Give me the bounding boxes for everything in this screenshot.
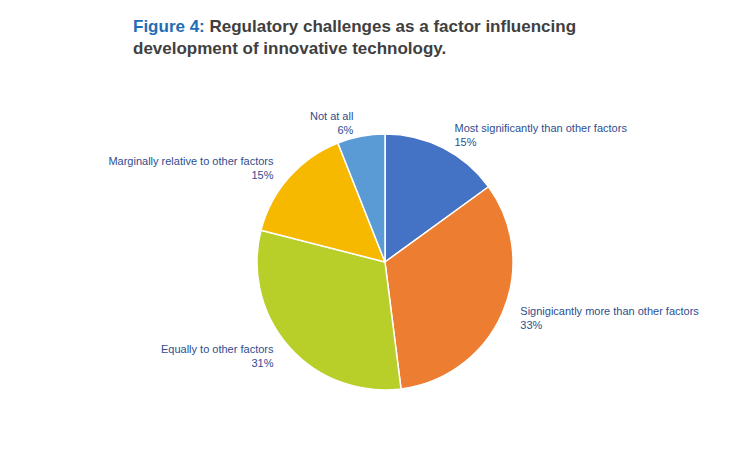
svg-text:Regulatory challenges as a fac: Regulatory challenges as a factor influe… <box>205 17 581 36</box>
svg-text:Figure 4:: Figure 4: <box>133 17 205 36</box>
svg-text:33%: 33% <box>520 319 542 331</box>
svg-text:Marginally relative to other f: Marginally relative to other factors <box>108 155 274 167</box>
svg-text:6%: 6% <box>337 124 353 136</box>
svg-text:Not at all: Not at all <box>310 110 353 122</box>
svg-text:Signigicantly more than other: Signigicantly more than other factors <box>520 305 699 317</box>
svg-text:Equally to other factors: Equally to other factors <box>161 343 274 355</box>
svg-text:31%: 31% <box>251 357 273 369</box>
svg-text:15%: 15% <box>251 169 273 181</box>
svg-text:15%: 15% <box>454 136 476 148</box>
svg-text:development of innovative tech: development of innovative technology. <box>133 39 446 58</box>
svg-text:Most significantly than other: Most significantly than other factors <box>454 122 627 134</box>
